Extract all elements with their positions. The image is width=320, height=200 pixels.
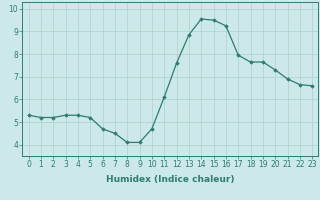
X-axis label: Humidex (Indice chaleur): Humidex (Indice chaleur) bbox=[106, 175, 235, 184]
